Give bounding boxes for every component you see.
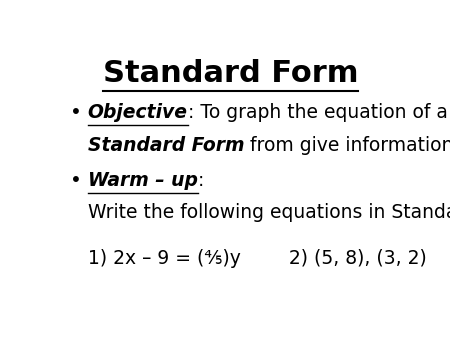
Text: 1) 2x – 9 = (⅘)y        2) (5, 8), (3, 2)    3)  (0, 5); m = 3: 1) 2x – 9 = (⅘)y 2) (5, 8), (3, 2) 3) (0… [88,249,450,268]
Text: :: : [198,171,204,190]
Text: from give information.: from give information. [244,136,450,154]
Text: Standard Form: Standard Form [103,59,358,88]
Text: •: • [70,103,82,122]
Text: Warm – up: Warm – up [88,171,198,190]
Text: Standard Form: Standard Form [88,136,244,154]
Text: Write the following equations in Standard Form.: Write the following equations in Standar… [88,203,450,222]
Text: •: • [70,171,82,190]
Text: : To graph the equation of a line in: : To graph the equation of a line in [188,103,450,122]
Text: Objective: Objective [88,103,188,122]
